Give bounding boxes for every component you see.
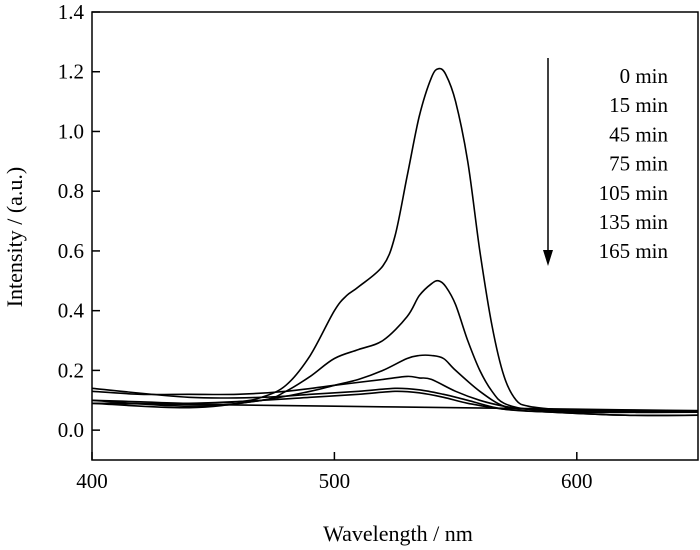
y-tick-label: 0.2 <box>58 358 84 382</box>
legend-entry: 15 min <box>609 93 668 117</box>
y-tick-label: 0.0 <box>58 418 84 442</box>
y-tick-label: 1.2 <box>58 60 84 84</box>
y-tick-label: 0.8 <box>58 179 84 203</box>
legend-entry: 165 min <box>599 239 669 263</box>
legend-arrow-head-icon <box>543 250 553 266</box>
y-axis-title: Intensity / (a.u.) <box>2 167 27 308</box>
legend-entry: 105 min <box>599 181 669 205</box>
legend-entry: 0 min <box>620 64 669 88</box>
legend-entry: 75 min <box>609 152 668 176</box>
series-line-135-min <box>91 390 699 417</box>
y-tick-label: 0.4 <box>58 299 85 323</box>
x-axis-title: Wavelength / nm <box>323 521 473 546</box>
series-line-165-min <box>91 402 699 412</box>
y-tick-label: 0.6 <box>58 239 84 263</box>
x-tick-label: 500 <box>319 469 351 493</box>
y-tick-label: 1.0 <box>58 119 84 143</box>
legend-entry: 135 min <box>599 210 669 234</box>
series-line-15-min <box>91 279 699 413</box>
plot-frame <box>91 11 699 461</box>
x-tick-label: 600 <box>561 469 593 493</box>
tick-layer: 400 500 600 0.0 0.2 0.4 0.6 0.8 1.0 1.2 1.4 <box>58 0 593 493</box>
series-layer <box>91 67 699 417</box>
y-tick-label: 1.4 <box>58 0 85 24</box>
legend-entry: 45 min <box>609 122 668 146</box>
x-tick-label: 400 <box>76 469 108 493</box>
legend: 0 min 15 min 45 min 75 min 105 min 135 min 165… <box>599 64 669 263</box>
